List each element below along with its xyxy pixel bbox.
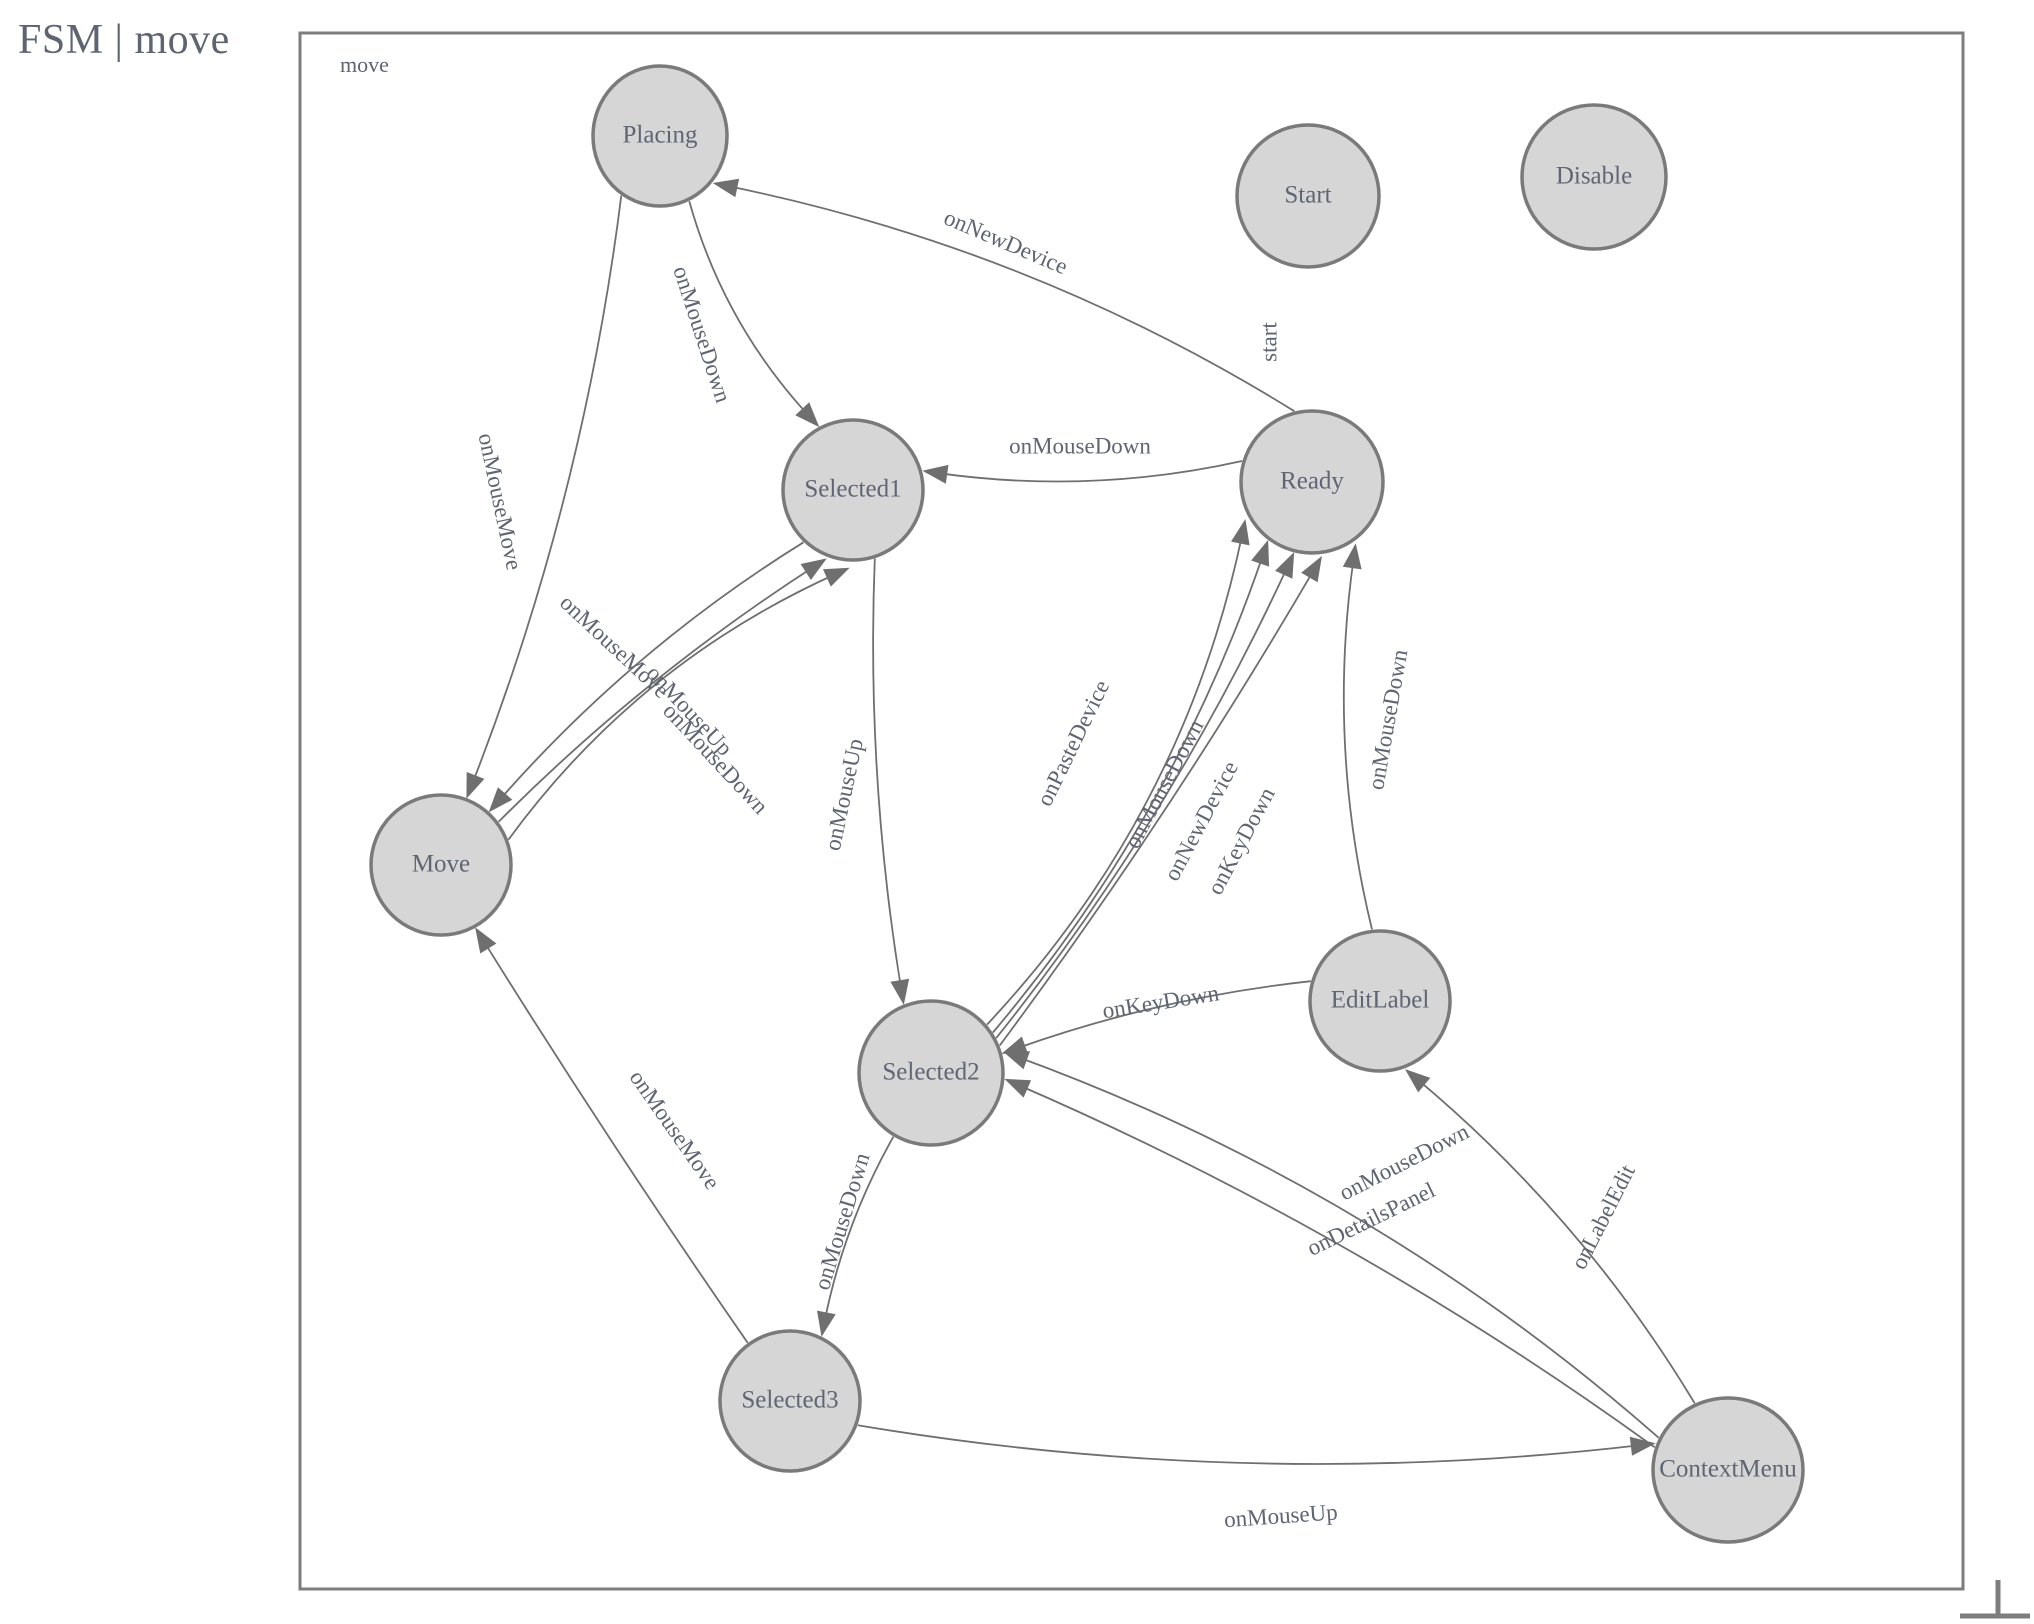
edge-label: onMouseDown xyxy=(658,698,773,819)
edge-label-layer: startonNewDeviceonMouseDownonMouseDownon… xyxy=(473,205,1640,1532)
arrowhead-icon xyxy=(466,772,485,799)
arrowhead-icon xyxy=(488,787,513,813)
state-node-selected3[interactable]: Selected3 xyxy=(718,1329,862,1473)
edge-placing-to-move xyxy=(470,195,623,787)
state-node-start[interactable]: Start xyxy=(1235,123,1381,269)
edge-selected1-to-selected2 xyxy=(872,558,903,992)
edge-selected1-to-move xyxy=(497,541,804,803)
arrowhead-icon xyxy=(1004,1078,1032,1098)
edge-ready-to-selected1 xyxy=(936,460,1243,483)
edge-label: onMouseDown xyxy=(668,263,736,406)
state-node-label: Placing xyxy=(623,122,698,149)
page-corner-mark xyxy=(1960,1580,2030,1619)
edge-label: onPasteDevice xyxy=(1032,676,1114,810)
arrowhead-icon xyxy=(1003,1051,1030,1070)
edge-label: onMouseMove xyxy=(473,431,526,572)
state-node-shape[interactable] xyxy=(369,793,513,937)
edge-move-to-selected1 xyxy=(507,572,838,841)
edge-label: onMouseMove xyxy=(625,1066,725,1194)
state-node-shape[interactable] xyxy=(1235,123,1381,269)
edge-placing-to-selected1 xyxy=(688,200,811,418)
arrowhead-icon xyxy=(922,464,949,484)
edge-selected2-to-selected3 xyxy=(823,1136,895,1324)
state-node-shape[interactable] xyxy=(1308,929,1452,1073)
state-node-label: Selected1 xyxy=(804,476,901,503)
arrowhead-icon xyxy=(1275,552,1295,579)
edge-label: onMouseUp xyxy=(1223,1499,1338,1532)
state-node-label: Selected3 xyxy=(741,1387,838,1414)
node-layer: Placing Start Disable Selected1 Ready Move Sel… xyxy=(369,64,1805,1544)
edge-label: onMouseDown xyxy=(1363,647,1412,792)
edge-contextmenu-to-editlabel xyxy=(1415,1077,1696,1404)
arrowhead-icon xyxy=(1342,543,1362,570)
edge-editlabel-to-ready xyxy=(1342,557,1373,930)
arrowhead-icon xyxy=(1001,1036,1029,1055)
edge-label: onLabelEdit xyxy=(1566,1160,1640,1273)
arrowhead-icon xyxy=(817,1310,836,1337)
state-node-shape[interactable] xyxy=(781,418,925,562)
state-node-shape[interactable] xyxy=(857,999,1005,1147)
arrowhead-icon xyxy=(1301,555,1322,583)
arrowhead-icon xyxy=(800,558,827,580)
state-node-label: EditLabel xyxy=(1331,987,1430,1014)
edge-move-to-selected1 xyxy=(497,565,816,823)
state-node-label: Selected2 xyxy=(882,1059,979,1086)
edge-editlabel-to-selected2 xyxy=(1014,980,1311,1050)
state-node-label: Disable xyxy=(1556,163,1632,190)
state-node-label: Ready xyxy=(1280,468,1344,495)
edge-layer xyxy=(466,178,1696,1465)
state-node-label: Move xyxy=(412,851,470,878)
state-node-selected2[interactable]: Selected2 xyxy=(857,999,1005,1147)
arrowhead-icon xyxy=(475,927,497,954)
edge-label: onMouseDown xyxy=(1009,433,1151,458)
state-node-shape[interactable] xyxy=(718,1329,862,1473)
edge-label: start xyxy=(1256,322,1281,362)
edge-selected3-to-contextmenu xyxy=(857,1424,1642,1465)
cluster-container: move xyxy=(298,31,1965,1591)
state-node-shape[interactable] xyxy=(1651,1396,1805,1544)
state-node-contextmenu[interactable]: ContextMenu xyxy=(1651,1396,1805,1544)
arrowhead-icon xyxy=(823,567,850,587)
state-node-label: Start xyxy=(1284,182,1331,209)
arrowhead-icon xyxy=(1251,539,1270,567)
edge-selected2-to-ready xyxy=(995,564,1290,1039)
cluster-border xyxy=(298,31,1965,1591)
state-node-shape[interactable] xyxy=(1520,103,1668,251)
arrowhead-icon xyxy=(1629,1436,1656,1456)
edge-selected2-to-ready xyxy=(992,552,1265,1034)
edge-label: onMouseDown xyxy=(809,1149,875,1292)
state-node-editlabel[interactable]: EditLabel xyxy=(1308,929,1452,1073)
state-node-selected1[interactable]: Selected1 xyxy=(781,418,925,562)
arrowhead-icon xyxy=(795,402,820,428)
state-node-shape[interactable] xyxy=(1239,409,1385,555)
arrowhead-icon xyxy=(1231,519,1250,546)
state-node-disable[interactable]: Disable xyxy=(1520,103,1668,251)
cluster-label: move xyxy=(340,52,389,77)
state-node-move[interactable]: Move xyxy=(369,793,513,937)
state-node-shape[interactable] xyxy=(591,64,729,208)
edge-contextmenu-to-selected2 xyxy=(1016,1083,1656,1449)
edge-ready-to-placing xyxy=(726,184,1295,412)
edge-selected2-to-ready xyxy=(986,532,1244,1026)
edge-label: onKeyDown xyxy=(1101,980,1221,1023)
edge-selected2-to-ready xyxy=(998,567,1316,1047)
arrowhead-icon xyxy=(890,978,910,1005)
state-node-label: ContextMenu xyxy=(1659,1456,1797,1483)
edge-contextmenu-to-selected2 xyxy=(1016,1055,1660,1439)
edge-label: onMouseUp xyxy=(820,736,868,852)
page-title: FSM | move xyxy=(18,17,230,63)
state-node-ready[interactable]: Ready xyxy=(1239,409,1385,555)
edge-selected3-to-move xyxy=(481,938,749,1344)
arrowhead-icon xyxy=(712,178,740,198)
arrowhead-icon xyxy=(1405,1069,1431,1093)
state-node-placing[interactable]: Placing xyxy=(591,64,729,208)
